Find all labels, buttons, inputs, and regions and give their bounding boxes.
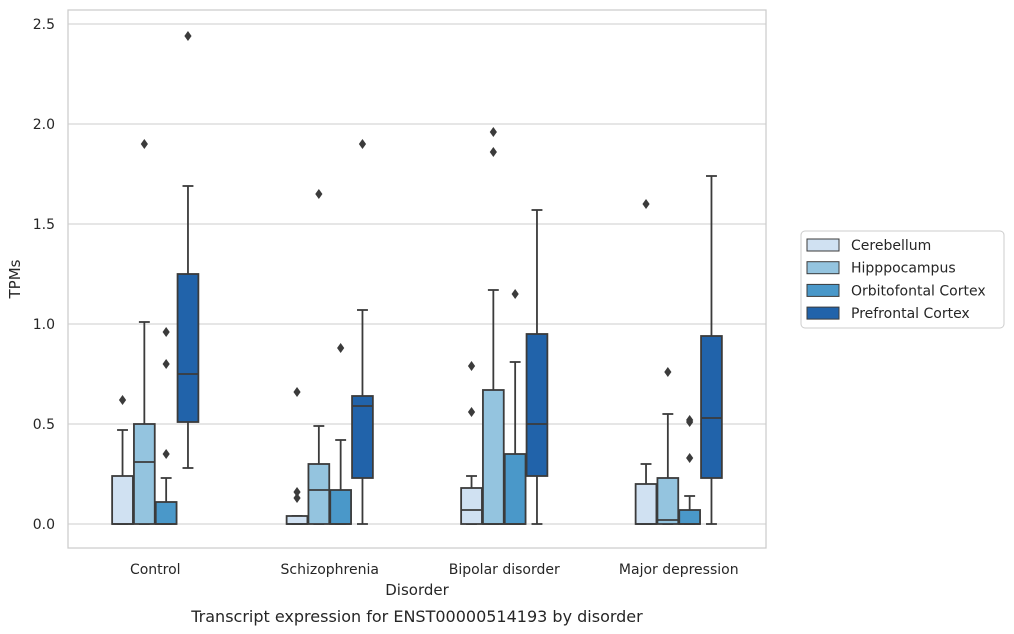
- outlier-point: [293, 493, 301, 503]
- outlier-point: [664, 367, 672, 377]
- legend-entry-label: Orbitofontal Cortex: [851, 283, 986, 299]
- outlier-point: [489, 127, 497, 137]
- y-tick-label: 2.0: [33, 117, 55, 133]
- x-axis-label: Disorder: [385, 581, 449, 599]
- y-axis-label: TPMs: [6, 259, 24, 299]
- plot-frame: [67, 9, 767, 549]
- box-4-4: [700, 175, 723, 525]
- outlier-point: [162, 359, 170, 369]
- outlier-point: [511, 289, 519, 299]
- legend-swatch: [806, 283, 840, 297]
- box-iqr: [285, 515, 309, 525]
- box-1-2: [285, 387, 309, 525]
- outlier-point: [293, 487, 301, 497]
- y-axis-ticks: 0.0 0.5 1.0 1.5 2.0 2.5: [33, 17, 55, 533]
- box-3-1: [154, 327, 178, 525]
- x-axis-ticks: Control Schizophrenia Bipolar disorder Majo…: [130, 562, 739, 578]
- box-iqr: [176, 273, 200, 423]
- outlier-point: [162, 449, 170, 459]
- outlier-point: [686, 453, 694, 463]
- x-tick-label: Major depression: [619, 562, 739, 578]
- chart-caption: Transcript expression for ENST0000051419…: [190, 607, 643, 626]
- box-2-3: [482, 127, 505, 525]
- legend-entry-label: Hipppocampus: [851, 261, 956, 277]
- box-4-1: [176, 31, 200, 469]
- y-tick-label: 1.0: [33, 317, 55, 333]
- y-tick-label: 0.5: [33, 417, 55, 433]
- y-tick-label: 2.5: [33, 17, 55, 33]
- box-4-2: [351, 139, 374, 525]
- legend-entry-label: Cerebellum: [851, 238, 931, 254]
- outlier-point: [358, 139, 367, 149]
- box-4-3: [525, 209, 549, 525]
- box-iqr: [351, 395, 374, 479]
- box-1-3: [460, 361, 483, 525]
- box-2-1: [133, 139, 156, 525]
- y-tick-label: 1.5: [33, 217, 55, 233]
- outlier-point: [686, 415, 694, 425]
- box-2-4: [656, 367, 680, 525]
- box-iqr: [133, 423, 156, 525]
- box-iqr: [307, 463, 331, 525]
- box-iqr: [460, 487, 483, 525]
- box-iqr: [154, 501, 178, 525]
- box-iqr: [111, 475, 134, 525]
- box-iqr: [525, 333, 549, 477]
- outlier-point: [489, 147, 497, 157]
- box-iqr: [503, 453, 527, 525]
- legend-swatch: [806, 238, 840, 252]
- box-iqr: [482, 389, 505, 525]
- box-iqr: [678, 509, 701, 525]
- outlier-point: [184, 31, 192, 41]
- plot-area: [111, 31, 723, 525]
- y-tick-label: 0.0: [33, 517, 55, 533]
- outlier-point: [118, 395, 127, 405]
- box-3-2: [329, 343, 352, 525]
- legend-swatch: [806, 261, 840, 275]
- box-3-4: [678, 415, 701, 525]
- x-tick-label: Control: [130, 562, 181, 578]
- box-iqr: [329, 489, 352, 525]
- outlier-point: [293, 387, 301, 397]
- box-1-1: [111, 395, 134, 525]
- box-iqr: [700, 335, 723, 479]
- box-iqr: [656, 477, 680, 525]
- outlier-point: [467, 361, 476, 371]
- legend: Cerebellum Hipppocampus Orbitofontal Corte…: [800, 230, 1005, 329]
- legend-entry-label: Prefrontal Cortex: [851, 306, 970, 322]
- outlier-point: [162, 327, 170, 337]
- box-iqr: [634, 483, 658, 525]
- legend-swatch: [806, 306, 840, 320]
- box-3-3: [503, 289, 527, 525]
- outlier-point: [337, 343, 345, 353]
- x-tick-label: Schizophrenia: [281, 562, 379, 578]
- box-2-2: [307, 189, 331, 525]
- box-1-4: [634, 199, 658, 525]
- outlier-point: [642, 199, 650, 209]
- outlier-point: [467, 407, 476, 417]
- x-tick-label: Bipolar disorder: [449, 562, 560, 578]
- outlier-point: [140, 139, 148, 149]
- outlier-point: [315, 189, 323, 199]
- legend-frame: [800, 230, 1005, 329]
